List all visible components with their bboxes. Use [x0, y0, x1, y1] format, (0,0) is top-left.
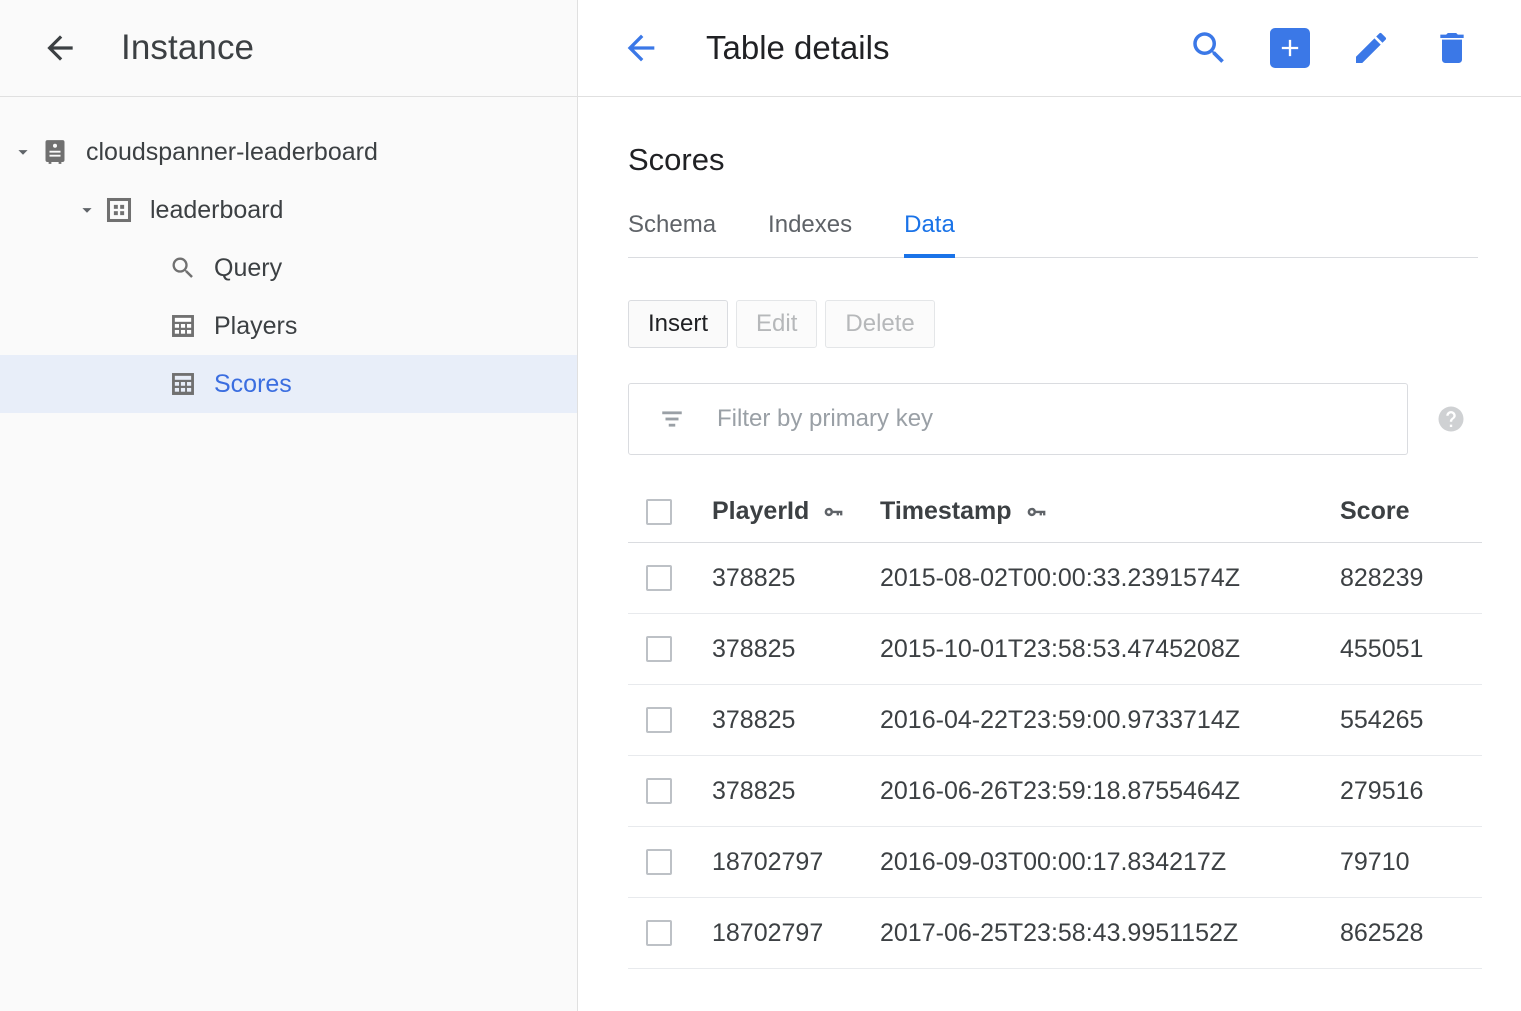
- tree-item-scores[interactable]: Scores: [0, 355, 577, 413]
- database-icon: [102, 193, 136, 227]
- column-header-label: Timestamp: [880, 497, 1012, 525]
- row-checkbox[interactable]: [646, 778, 672, 804]
- column-header-timestamp[interactable]: Timestamp: [880, 497, 1340, 526]
- cell-score: 279516: [1340, 776, 1424, 805]
- column-header-score[interactable]: Score: [1340, 497, 1482, 526]
- delete-icon[interactable]: [1428, 24, 1476, 72]
- details-tabs: Schema Indexes Data: [628, 211, 1478, 258]
- tree-item-database[interactable]: leaderboard: [0, 181, 577, 239]
- details-title: Table details: [706, 29, 890, 66]
- tree-item-label: Players: [214, 311, 298, 340]
- row-select-cell: [628, 920, 680, 946]
- cell-timestamp: 2015-10-01T23:58:53.4745208Z: [880, 634, 1241, 663]
- row-checkbox[interactable]: [646, 849, 672, 875]
- cell-playerid: 378825: [712, 776, 796, 805]
- search-icon: [166, 251, 200, 285]
- tree-item-query[interactable]: Query: [0, 239, 577, 297]
- row-select-cell: [628, 707, 680, 733]
- instance-sidebar: Instance cloudspanner: [0, 0, 578, 1011]
- cell-score: 862528: [1340, 918, 1424, 947]
- table-row[interactable]: 18702797 2017-06-25T23:58:43.9951152Z 86…: [628, 898, 1482, 969]
- cell-playerid: 378825: [712, 563, 796, 592]
- cell-playerid: 18702797: [712, 918, 824, 947]
- cell-timestamp: 2016-09-03T00:00:17.834217Z: [880, 847, 1227, 876]
- cell-score: 79710: [1340, 847, 1410, 876]
- column-header-label: PlayerId: [712, 497, 810, 525]
- instance-tree: cloudspanner-leaderboard: [0, 97, 577, 413]
- details-header: Table details: [578, 0, 1521, 97]
- primary-key-icon: [820, 499, 847, 526]
- row-select-cell: [628, 565, 680, 591]
- edit-icon[interactable]: [1347, 24, 1395, 72]
- row-select-cell: [628, 636, 680, 662]
- table-row[interactable]: 378825 2015-10-01T23:58:53.4745208Z 4550…: [628, 614, 1482, 685]
- details-content: Scores Schema Indexes Data Insert Edit D…: [578, 144, 1521, 969]
- row-checkbox[interactable]: [646, 565, 672, 591]
- edit-button: Edit: [736, 300, 818, 348]
- cell-timestamp: 2015-08-02T00:00:33.2391574Z: [880, 563, 1241, 592]
- table-row[interactable]: 18702797 2016-09-03T00:00:17.834217Z 797…: [628, 827, 1482, 898]
- row-action-buttons: Insert Edit Delete: [628, 300, 1482, 348]
- insert-button[interactable]: Insert: [628, 300, 729, 348]
- table-header-row: PlayerId Timestamp: [628, 481, 1482, 543]
- tree-item-label: leaderboard: [150, 195, 284, 224]
- table-row[interactable]: 378825 2016-04-22T23:59:00.9733714Z 5542…: [628, 685, 1482, 756]
- tree-item-label: Query: [214, 253, 283, 282]
- tree-item-players[interactable]: Players: [0, 297, 577, 355]
- table-icon: [166, 309, 200, 343]
- cell-playerid: 18702797: [712, 847, 824, 876]
- table-icon: [166, 367, 200, 401]
- select-all-cell: [628, 498, 680, 525]
- help-circle-icon[interactable]: [1436, 404, 1466, 434]
- cell-score: 828239: [1340, 563, 1424, 592]
- row-select-cell: [628, 778, 680, 804]
- primary-key-icon: [1023, 499, 1050, 526]
- tree-item-label: Scores: [214, 369, 292, 398]
- add-button-square[interactable]: [1270, 28, 1310, 68]
- cell-playerid: 378825: [712, 634, 796, 663]
- cell-timestamp: 2017-06-25T23:58:43.9951152Z: [880, 918, 1239, 947]
- filter-icon: [657, 404, 687, 434]
- tree-item-instance[interactable]: cloudspanner-leaderboard: [0, 123, 577, 181]
- cell-playerid: 378825: [712, 705, 796, 734]
- back-arrow-icon[interactable]: [38, 26, 82, 70]
- table-row[interactable]: 378825 2015-08-02T00:00:33.2391574Z 8282…: [628, 543, 1482, 614]
- sidebar-header: Instance: [0, 0, 577, 97]
- tree-item-label: cloudspanner-leaderboard: [86, 137, 378, 166]
- cell-score: 554265: [1340, 705, 1424, 734]
- cell-timestamp: 2016-04-22T23:59:00.9733714Z: [880, 705, 1241, 734]
- tab-data[interactable]: Data: [904, 211, 955, 258]
- back-arrow-icon[interactable]: [618, 25, 664, 71]
- table-name-heading: Scores: [628, 142, 725, 177]
- tab-indexes[interactable]: Indexes: [768, 211, 853, 238]
- add-icon[interactable]: [1266, 24, 1314, 72]
- cell-timestamp: 2016-06-26T23:59:18.8755464Z: [880, 776, 1241, 805]
- data-table: PlayerId Timestamp: [628, 481, 1482, 969]
- cell-score: 455051: [1340, 634, 1424, 663]
- page-title: Instance: [121, 28, 255, 67]
- tab-schema[interactable]: Schema: [628, 211, 717, 238]
- filter-input[interactable]: [715, 383, 1407, 455]
- row-checkbox[interactable]: [646, 636, 672, 662]
- details-toolbar: [1185, 24, 1476, 72]
- row-checkbox[interactable]: [646, 920, 672, 946]
- row-checkbox[interactable]: [646, 707, 672, 733]
- instance-icon: [38, 135, 72, 169]
- filter-box[interactable]: [628, 383, 1408, 455]
- filter-row: [628, 383, 1482, 455]
- table-row[interactable]: 378825 2016-06-26T23:59:18.8755464Z 2795…: [628, 756, 1482, 827]
- delete-button: Delete: [825, 300, 935, 348]
- chevron-down-icon[interactable]: [72, 195, 102, 225]
- select-all-checkbox[interactable]: [646, 498, 672, 525]
- search-icon[interactable]: [1185, 24, 1233, 72]
- chevron-down-icon[interactable]: [8, 137, 38, 167]
- table-details-panel: Table details: [578, 0, 1521, 1011]
- column-header-label: Score: [1340, 497, 1410, 525]
- column-header-playerid[interactable]: PlayerId: [680, 497, 880, 526]
- row-select-cell: [628, 849, 680, 875]
